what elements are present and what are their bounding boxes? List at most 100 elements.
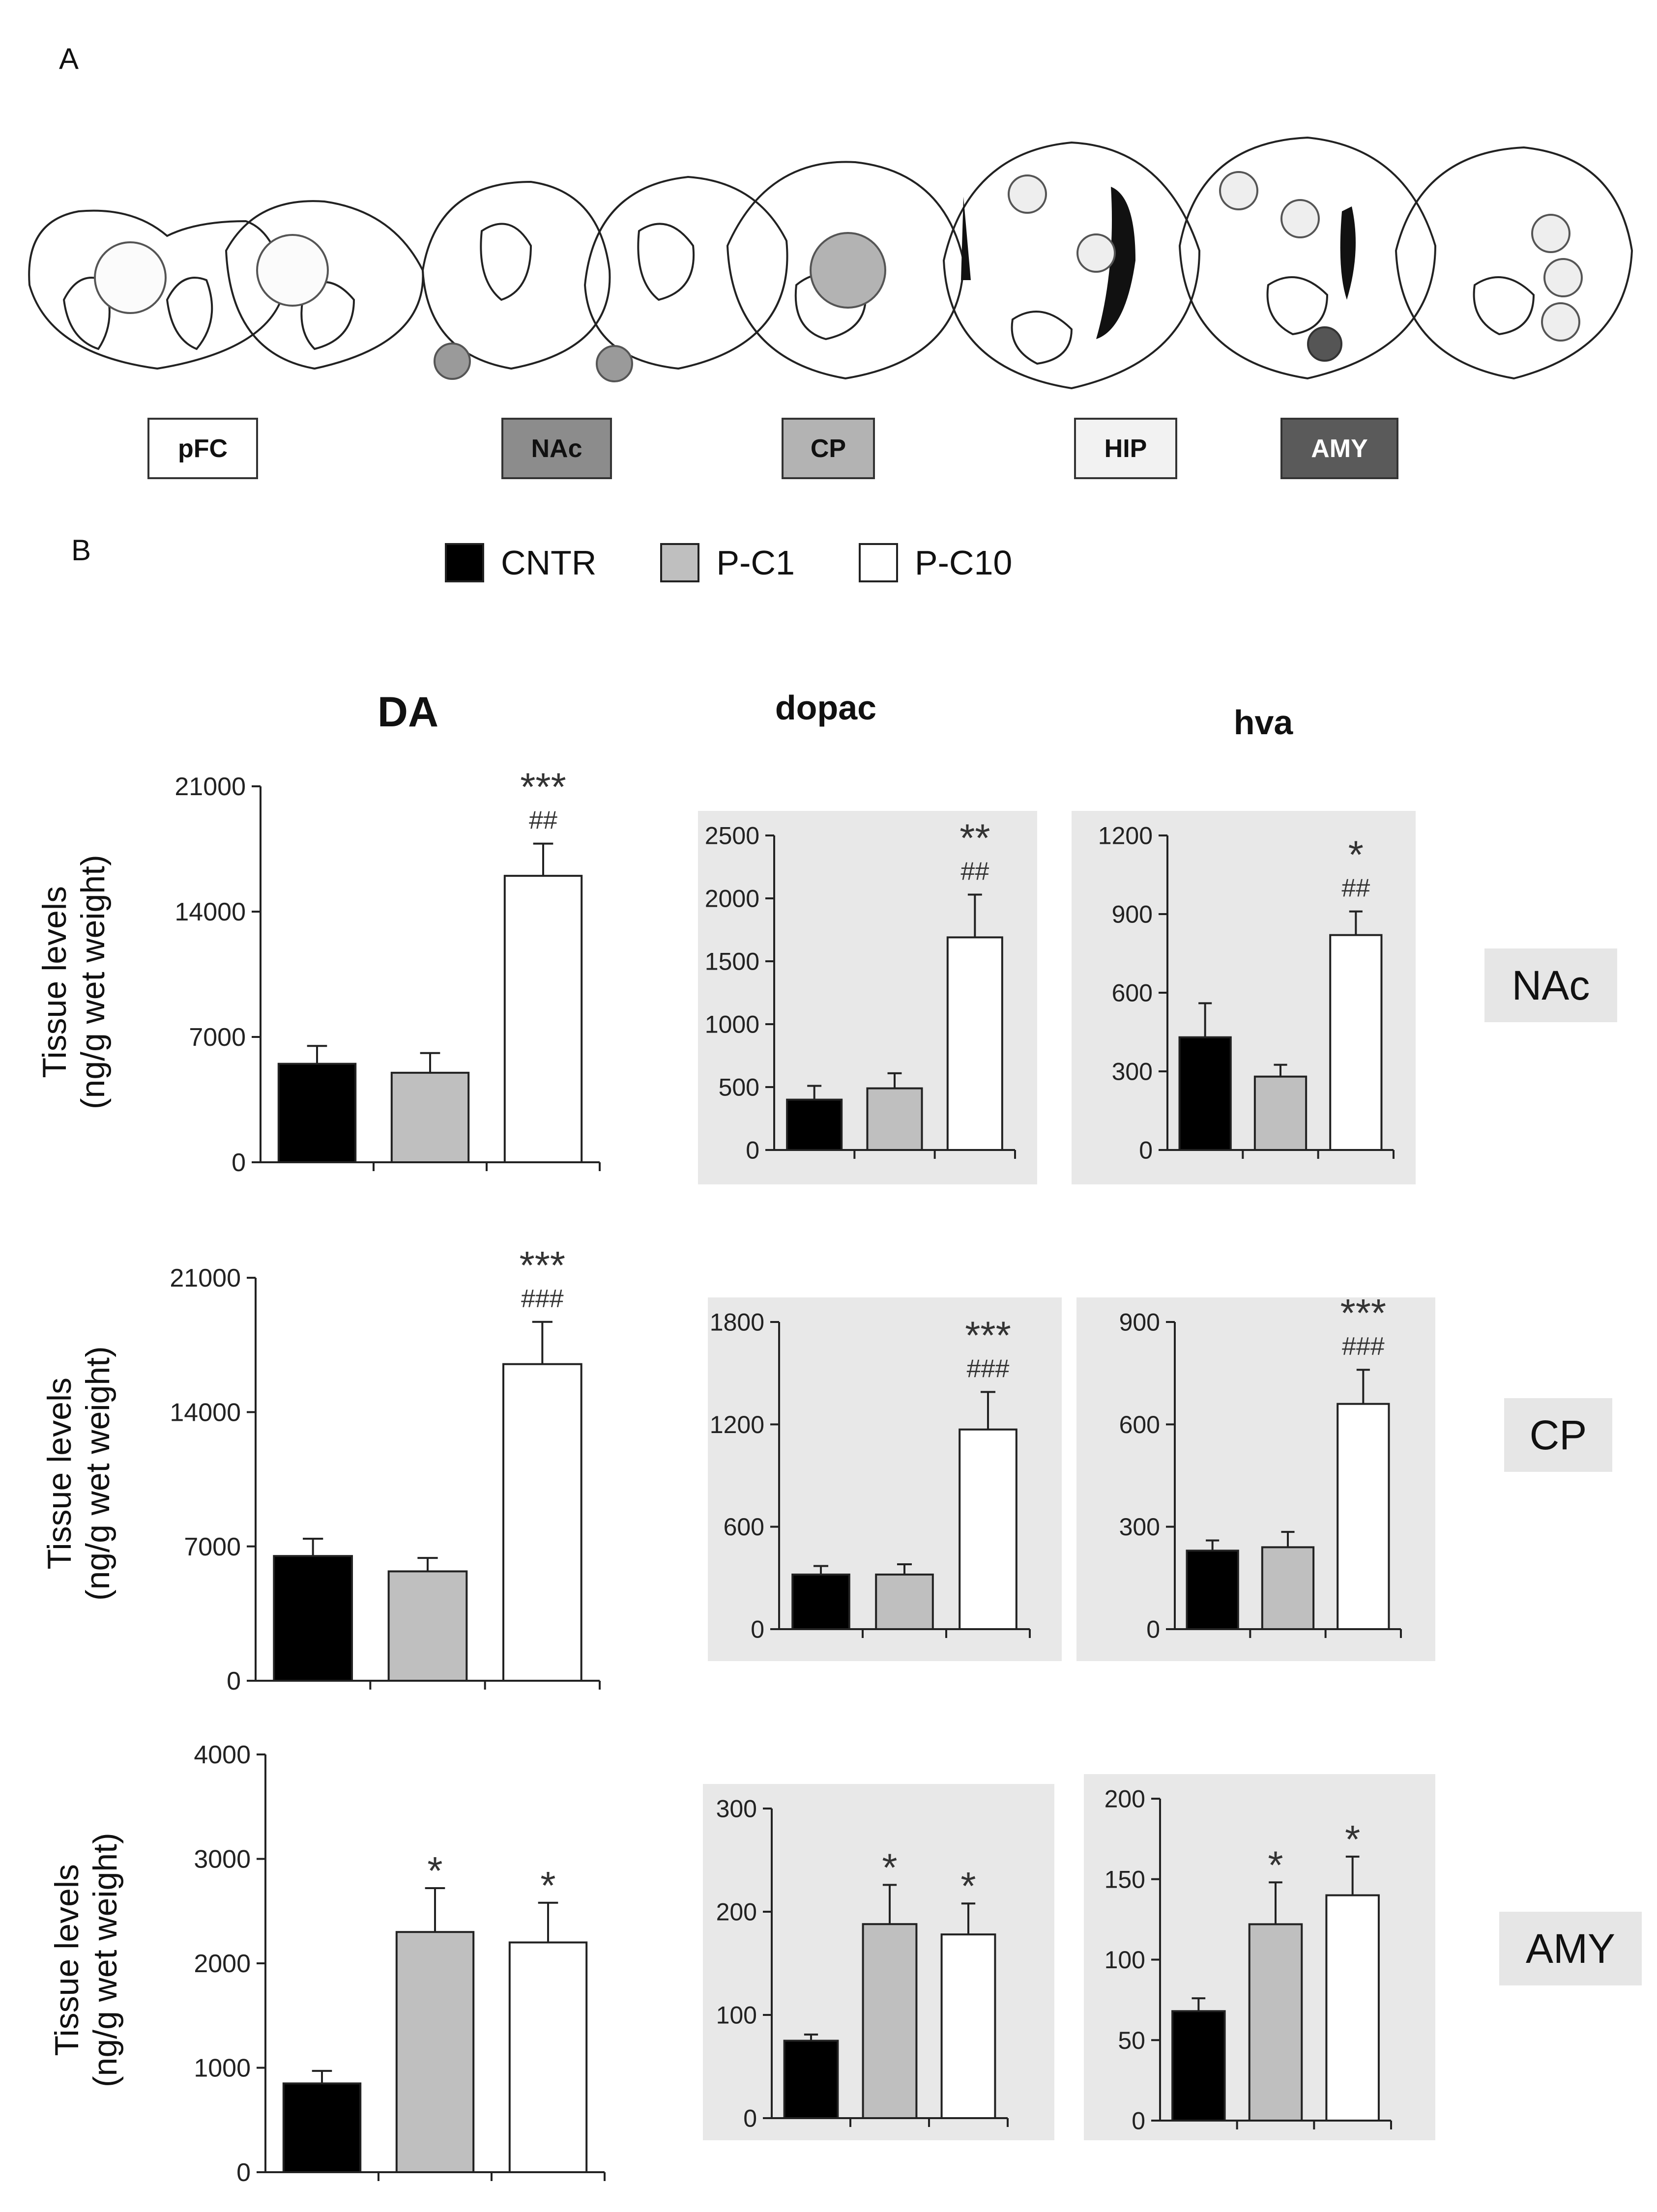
y-tick-label: 600 — [1119, 1411, 1160, 1438]
ylabel-nac-line1: Tissue levels — [35, 886, 73, 1078]
region-box-nac: NAc — [501, 418, 612, 479]
y-tick-label: 900 — [1119, 1309, 1160, 1336]
bar-cntr — [783, 2040, 839, 2119]
y-tick-label: 21000 — [170, 1264, 241, 1293]
panel-b-label: B — [71, 534, 91, 567]
significance-star: * — [1345, 1817, 1360, 1861]
legend-swatch-pc10 — [858, 543, 898, 582]
y-tick-label: 7000 — [189, 1023, 246, 1052]
y-tick-label: 7000 — [184, 1533, 241, 1561]
brain-section-8 — [1395, 146, 1633, 380]
y-tick-label: 14000 — [170, 1399, 241, 1427]
hip-site-3 — [1219, 171, 1258, 210]
chart-cp-da: 0 7000 14000 21000 ###*** — [170, 1248, 601, 1695]
significance-hash: ### — [1342, 1332, 1385, 1361]
y-tick-label: 1800 — [710, 1309, 764, 1336]
y-tick-label: 0 — [1132, 2107, 1145, 2135]
significance-star: * — [540, 1864, 555, 1907]
y-tick-label: 1500 — [705, 948, 759, 976]
y-tick-label: 1200 — [710, 1411, 764, 1438]
bar-cntr — [282, 2082, 362, 2173]
chart-cp-dopac: 0 600 1200 1800 ###*** — [708, 1297, 1062, 1661]
legend-swatch-cntr — [445, 543, 484, 582]
significance-star: * — [1268, 1843, 1283, 1887]
bar-cntr — [1171, 2010, 1226, 2122]
significance-star: *** — [520, 1248, 565, 1287]
y-tick-label: 300 — [1112, 1058, 1153, 1086]
significance-hash: ## — [960, 857, 989, 886]
brain-section-6 — [942, 141, 1201, 390]
y-tick-label: 900 — [1112, 901, 1153, 928]
bar-p-c10 — [1337, 1403, 1390, 1631]
row-label-amy: AMY — [1499, 1912, 1642, 1985]
significance-star: * — [882, 1845, 897, 1889]
bar-p-c1 — [1253, 1075, 1308, 1151]
y-tick-label: 600 — [1112, 979, 1153, 1007]
bar-p-c1 — [387, 1570, 468, 1682]
region-label-pfc: pFC — [177, 434, 228, 463]
bar-p-c1 — [1248, 1923, 1303, 2122]
bar-p-c10 — [940, 1933, 996, 2119]
brain-section-3 — [421, 180, 611, 370]
y-tick-label: 0 — [746, 1137, 759, 1164]
hip-site-4 — [1280, 199, 1320, 238]
y-tick-label: 3000 — [194, 1845, 251, 1874]
region-box-amy: AMY — [1280, 418, 1398, 479]
y-tick-label: 21000 — [174, 773, 246, 801]
significance-hash: ## — [1341, 874, 1370, 903]
pfc-site-2 — [256, 234, 329, 307]
y-tick-label: 300 — [1119, 1513, 1160, 1541]
ylabel-amy: Tissue levels (ng/g wet weight) — [48, 1812, 124, 2107]
y-tick-label: 200 — [716, 1898, 757, 1926]
bar-p-c10 — [1329, 934, 1383, 1151]
bar-p-c1 — [862, 1923, 918, 2119]
bar-p-c10 — [502, 1363, 582, 1682]
y-tick-label: 1000 — [705, 1011, 759, 1038]
chart-nac-hva: 0 300 600 900 1200 ##* — [1072, 811, 1416, 1184]
brain-section-4 — [583, 175, 788, 370]
y-tick-label: 100 — [1105, 1946, 1145, 1974]
ylabel-cp-line2: (ng/g wet weight) — [79, 1346, 116, 1601]
bar-cntr — [273, 1555, 353, 1682]
bar-p-c1 — [395, 1931, 475, 2173]
bar-cntr — [786, 1098, 843, 1151]
bar-p-c10 — [1325, 1894, 1380, 2122]
chart-nac-da: 0 7000 14000 21000 ##*** — [174, 765, 601, 1177]
y-tick-label: 0 — [1139, 1137, 1153, 1164]
significance-star: * — [1348, 833, 1364, 877]
y-tick-label: 50 — [1118, 2027, 1145, 2054]
y-tick-label: 0 — [232, 1149, 246, 1177]
y-tick-label: 2000 — [705, 885, 759, 913]
region-box-cp: CP — [782, 418, 875, 479]
row-label-nac: NAc — [1484, 948, 1617, 1022]
legend-label-cntr: CNTR — [501, 544, 597, 582]
bar-cntr — [1186, 1550, 1239, 1630]
bar-p-c1 — [875, 1573, 934, 1631]
legend-item-pc1: P-C1 — [660, 543, 795, 582]
region-label-nac: NAc — [531, 434, 582, 463]
y-tick-label: 1000 — [194, 2054, 251, 2083]
region-box-hip: HIP — [1074, 418, 1177, 479]
y-tick-label: 0 — [227, 1667, 241, 1695]
bar-cntr — [791, 1573, 850, 1631]
nac-site-1 — [434, 343, 471, 380]
pfc-site-1 — [94, 241, 167, 314]
y-tick-label: 100 — [716, 2002, 757, 2029]
y-tick-label: 200 — [1105, 1785, 1145, 1813]
y-tick-label: 2500 — [705, 822, 759, 850]
column-title-hva: hva — [1233, 703, 1293, 742]
chart-amy-dopac: 0 100 200 300 * * — [703, 1784, 1054, 2140]
amy-site — [1307, 326, 1342, 362]
y-tick-label: 600 — [724, 1513, 764, 1541]
significance-star: * — [427, 1849, 442, 1893]
panel-a-label: A — [59, 42, 79, 75]
bar-p-c1 — [1261, 1546, 1315, 1630]
ylabel-cp: Tissue levels (ng/g wet weight) — [40, 1326, 117, 1621]
ylabel-amy-line1: Tissue levels — [48, 1864, 86, 2056]
y-tick-label: 14000 — [174, 898, 246, 926]
bar-p-c10 — [946, 936, 1003, 1151]
significance-star: ** — [959, 816, 990, 860]
chart-amy-da: 0 1000 2000 3000 4000 * * — [194, 1741, 606, 2187]
significance-star: *** — [965, 1313, 1011, 1357]
cp-site — [810, 232, 886, 309]
